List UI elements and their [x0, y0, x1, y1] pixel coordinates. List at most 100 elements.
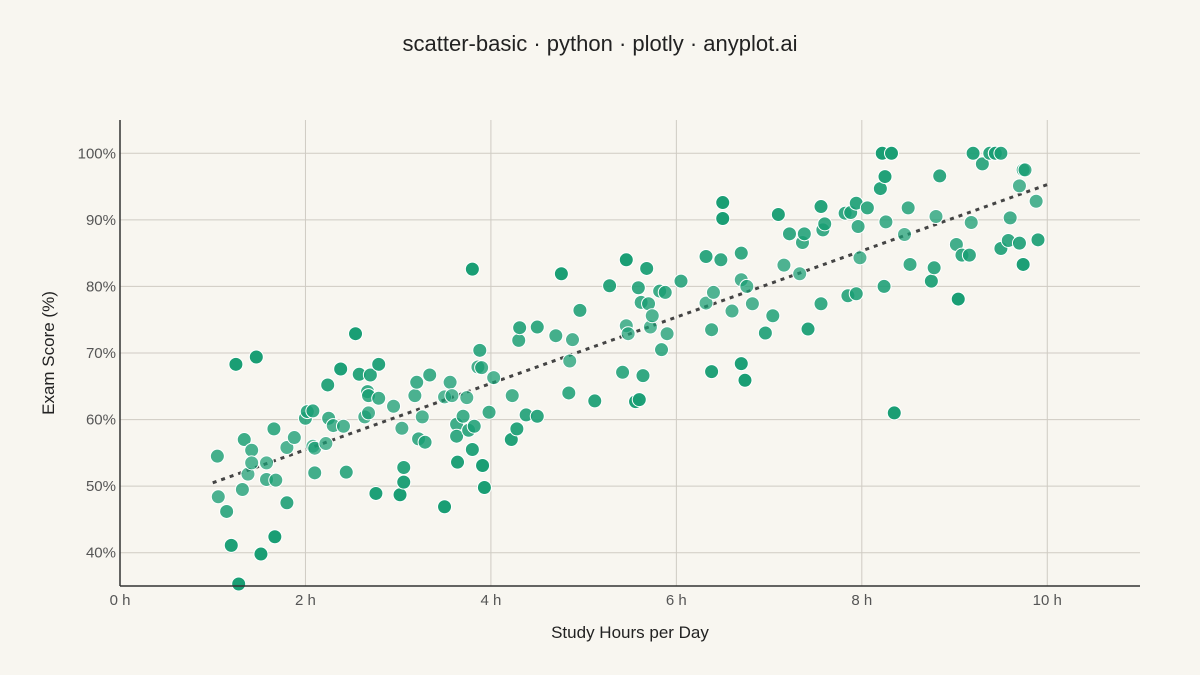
- data-point: [928, 209, 944, 225]
- data-point: [877, 169, 893, 185]
- data-point: [878, 214, 894, 230]
- data-point: [464, 442, 480, 458]
- axes: [119, 120, 1140, 587]
- data-point: [635, 368, 651, 384]
- data-point: [464, 261, 480, 277]
- data-point: [259, 455, 275, 471]
- data-point: [529, 408, 545, 424]
- data-point: [320, 377, 336, 393]
- data-point: [386, 398, 402, 414]
- data-point: [733, 356, 749, 372]
- data-point: [673, 273, 689, 289]
- data-point: [902, 256, 918, 272]
- data-point: [472, 342, 488, 358]
- data-point: [253, 546, 269, 562]
- data-point: [704, 322, 720, 338]
- data-point: [279, 440, 295, 456]
- data-point: [442, 374, 458, 390]
- data-point: [813, 199, 829, 215]
- data-point: [620, 326, 636, 342]
- data-point: [993, 145, 1009, 161]
- data-point: [371, 390, 387, 406]
- data-point: [950, 291, 966, 307]
- data-point: [587, 393, 603, 409]
- y-tick-label: 100%: [78, 145, 116, 162]
- data-point: [248, 349, 264, 365]
- data-point: [1017, 162, 1033, 178]
- data-point: [705, 284, 721, 300]
- y-tick-label: 80%: [86, 278, 116, 295]
- data-point: [961, 247, 977, 263]
- data-point: [511, 332, 527, 348]
- data-point: [715, 211, 731, 227]
- data-point: [422, 367, 438, 383]
- data-point: [228, 356, 244, 372]
- data-point: [481, 404, 497, 420]
- data-point: [639, 260, 655, 276]
- data-point: [796, 226, 812, 242]
- y-tick-label: 70%: [86, 345, 116, 362]
- data-point: [486, 370, 502, 386]
- y-tick-label: 90%: [86, 212, 116, 229]
- data-point: [644, 308, 660, 324]
- data-point: [923, 273, 939, 289]
- data-point: [417, 434, 433, 450]
- data-point: [900, 200, 916, 216]
- data-point: [1015, 256, 1031, 272]
- data-point: [209, 448, 225, 464]
- y-tick-label: 40%: [86, 545, 116, 562]
- data-point: [437, 499, 453, 515]
- data-point: [449, 428, 465, 444]
- data-point: [572, 302, 588, 318]
- data-point: [1011, 235, 1027, 251]
- data-point: [630, 280, 646, 296]
- data-point: [305, 403, 321, 419]
- data-point: [852, 250, 868, 266]
- data-point: [733, 245, 749, 261]
- chart-title: scatter-basic · python · plotly · anyplo…: [403, 31, 798, 56]
- data-point: [362, 367, 378, 383]
- data-point: [974, 156, 990, 172]
- data-point: [529, 319, 545, 335]
- data-point: [765, 308, 781, 324]
- data-point: [659, 326, 675, 342]
- data-point: [848, 286, 864, 302]
- data-point: [1002, 210, 1018, 226]
- data-point: [896, 227, 912, 243]
- data-point: [813, 296, 829, 312]
- data-point: [1011, 178, 1027, 194]
- data-point: [963, 215, 979, 231]
- data-point: [886, 405, 902, 421]
- x-tick-label: 8 h: [851, 592, 872, 609]
- data-point: [407, 388, 423, 404]
- data-point: [698, 248, 714, 264]
- data-point: [561, 385, 577, 401]
- data-point: [394, 420, 410, 436]
- data-point: [562, 353, 578, 369]
- data-point: [307, 465, 323, 481]
- data-point: [348, 326, 364, 342]
- data-point: [223, 537, 239, 553]
- data-point: [279, 495, 295, 511]
- data-point: [737, 372, 753, 388]
- data-point: [744, 296, 760, 312]
- data-point: [715, 195, 731, 211]
- data-point: [932, 168, 948, 184]
- data-point: [1028, 193, 1044, 209]
- data-point: [553, 266, 569, 282]
- data-point: [368, 485, 384, 501]
- data-point: [776, 257, 792, 273]
- data-point: [800, 321, 816, 337]
- data-point: [876, 278, 892, 294]
- data-point: [757, 325, 773, 341]
- data-point: [883, 145, 899, 161]
- data-point: [450, 454, 466, 470]
- data-point: [409, 374, 425, 390]
- x-tick-label: 10 h: [1033, 592, 1062, 609]
- data-point: [615, 364, 631, 380]
- data-point: [459, 390, 475, 406]
- data-point: [548, 328, 564, 344]
- data-point: [1030, 232, 1046, 248]
- data-point: [859, 200, 875, 216]
- data-point: [509, 421, 525, 437]
